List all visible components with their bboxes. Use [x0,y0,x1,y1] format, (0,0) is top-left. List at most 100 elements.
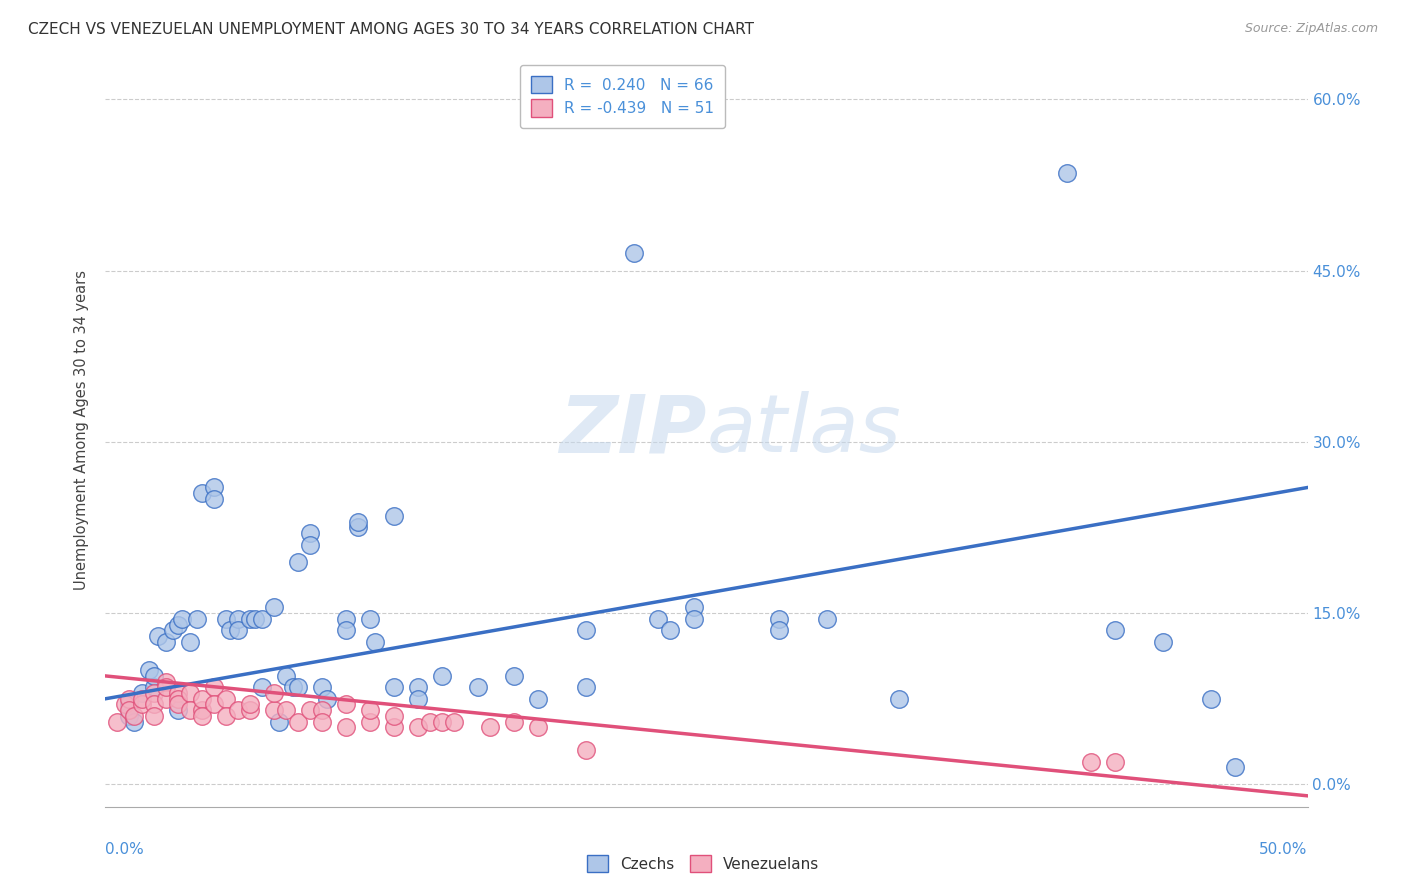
Text: 50.0%: 50.0% [1260,842,1308,856]
Point [214,709,236,723]
Point [430,714,453,729]
Point [311,681,333,695]
Point [186,612,208,626]
Point [1104,624,1126,638]
Point [114,698,136,712]
Point [118,709,141,723]
Point [219,624,242,638]
Point [190,486,212,500]
Point [274,669,297,683]
Point [148,629,170,643]
Point [298,526,321,541]
Point [155,674,177,689]
Point [430,669,453,683]
Point [202,481,225,495]
Point [138,663,160,677]
Point [1152,634,1174,648]
Point [155,681,177,695]
Point [118,691,141,706]
Point [263,703,285,717]
Point [315,691,337,706]
Point [214,691,236,706]
Point [335,720,357,734]
Point [166,698,188,712]
Point [226,624,249,638]
Point [768,624,790,638]
Point [172,612,194,626]
Point [179,703,201,717]
Point [443,714,465,729]
Point [190,709,212,723]
Point [298,538,321,552]
Point [155,691,177,706]
Point [623,246,645,260]
Point [239,703,262,717]
Point [131,686,153,700]
Point [274,703,297,717]
Text: Source: ZipAtlas.com: Source: ZipAtlas.com [1244,22,1378,36]
Point [166,686,188,700]
Point [118,703,141,717]
Point [1225,760,1247,774]
Point [335,698,357,712]
Point [382,681,405,695]
Point [382,720,405,734]
Point [226,612,249,626]
Point [166,691,188,706]
Point [1080,755,1102,769]
Point [202,698,225,712]
Point [142,686,165,700]
Point [250,681,273,695]
Point [142,698,165,712]
Point [335,624,357,638]
Point [406,681,429,695]
Point [142,681,165,695]
Point [190,691,212,706]
Point [107,714,129,729]
Point [419,714,441,729]
Point [155,634,177,648]
Point [281,681,304,695]
Point [683,612,706,626]
Point [815,612,838,626]
Legend: Czechs, Venezuelans: Czechs, Venezuelans [579,847,827,880]
Point [131,691,153,706]
Point [1104,755,1126,769]
Point [267,714,290,729]
Point [298,703,321,717]
Point [364,634,387,648]
Point [226,703,249,717]
Point [124,709,146,723]
Point [311,703,333,717]
Point [479,720,502,734]
Point [162,624,184,638]
Point [287,681,309,695]
Point [179,686,201,700]
Point [527,691,550,706]
Point [768,612,790,626]
Text: atlas: atlas [707,392,901,469]
Text: ZIP: ZIP [560,392,707,469]
Point [263,600,285,615]
Point [575,681,598,695]
Point [166,617,188,632]
Point [887,691,910,706]
Point [179,634,201,648]
Point [311,714,333,729]
Point [124,714,146,729]
Point [359,714,381,729]
Point [359,612,381,626]
Point [243,612,266,626]
Point [239,612,262,626]
Point [406,691,429,706]
Point [202,681,225,695]
Point [287,555,309,569]
Point [659,624,682,638]
Text: 0.0%: 0.0% [105,842,145,856]
Point [503,669,526,683]
Point [1201,691,1223,706]
Point [214,612,236,626]
Point [166,703,188,717]
Point [263,686,285,700]
Point [239,698,262,712]
